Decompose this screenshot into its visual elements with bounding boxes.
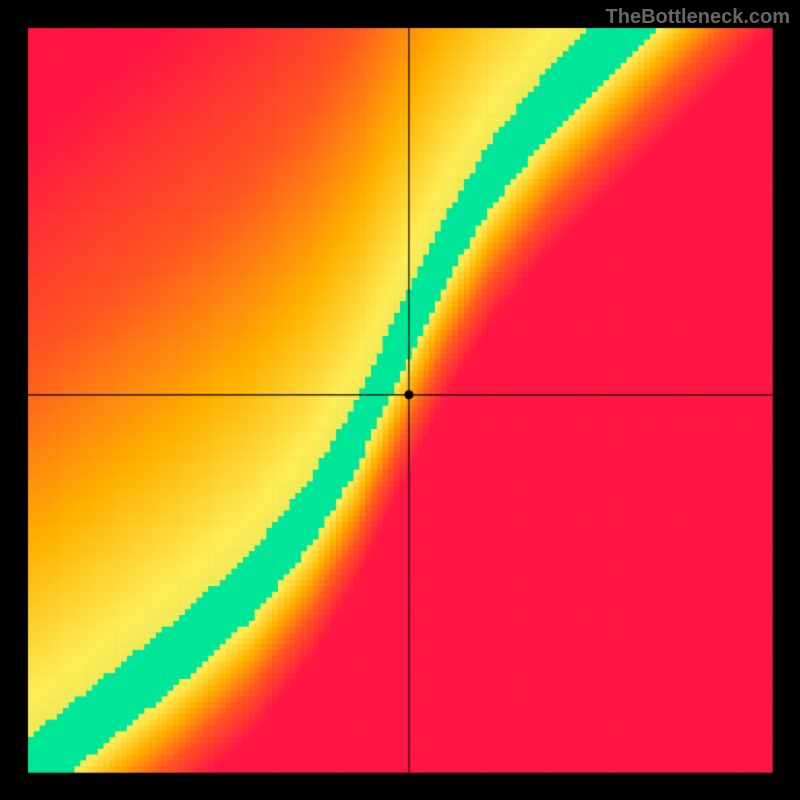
bottleneck-heatmap [0,0,800,800]
